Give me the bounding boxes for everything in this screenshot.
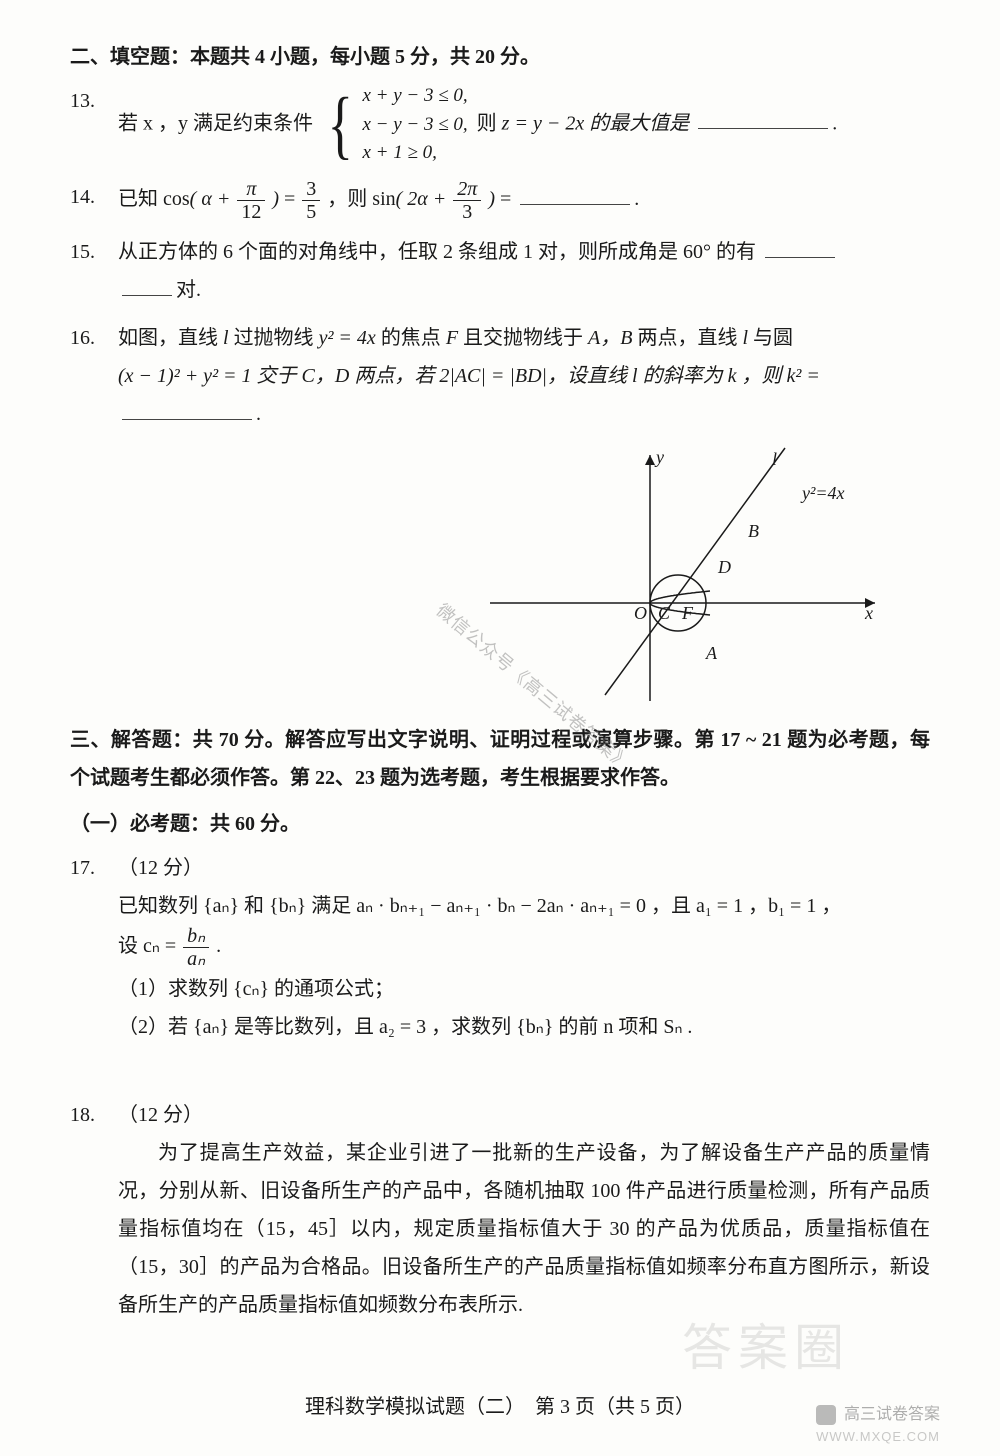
q17-points: （12 分） <box>118 849 930 887</box>
q17-body-a: 已知数列 {aₙ} 和 {bₙ} 满足 aₙ · bₙ₊₁ − aₙ₊₁ · b… <box>118 887 930 925</box>
answer-blank[interactable] <box>698 110 828 129</box>
question-number: 13. <box>70 82 118 168</box>
question-number: 16. <box>70 319 118 433</box>
svg-text:O: O <box>634 603 647 623</box>
q16-line2: (x − 1)² + y² = 1 交于 C，D 两点，若 2|AC| = |B… <box>118 365 820 387</box>
period: . <box>634 188 639 210</box>
section-3-subtitle: （一）必考题：共 60 分。 <box>70 805 930 843</box>
svg-text:y²=4x: y²=4x <box>800 483 845 503</box>
question-number: 14. <box>70 178 118 223</box>
fraction: π12 <box>237 178 265 223</box>
question-13: 13. 若 x ，y 满足约束条件 { x + y − 3 ≤ 0, x − y… <box>70 82 930 168</box>
q14-d: = <box>500 188 516 210</box>
constraint-3: x + 1 ≥ 0, <box>362 139 467 168</box>
question-number: 17. <box>70 849 118 1046</box>
question-18: 18. （12 分） 为了提高生产效益，某企业引进了一批新的生产设备，为了解设备… <box>70 1096 930 1324</box>
question-17: 17. （12 分） 已知数列 {aₙ} 和 {bₙ} 满足 aₙ · bₙ₊₁… <box>70 849 930 1046</box>
svg-text:B: B <box>748 521 759 541</box>
constraint-2: x − y − 3 ≤ 0, <box>362 111 467 140</box>
left-brace-icon: { <box>327 87 353 163</box>
svg-text:C: C <box>658 603 671 623</box>
question-number: 18. <box>70 1096 118 1324</box>
period: . <box>832 112 837 134</box>
q13-post-b: z = y − 2x 的最大值是 <box>502 112 690 134</box>
fraction: 2π3 <box>453 178 481 223</box>
q15-text: 从正方体的 6 个面的对角线中，任取 2 条组成 1 对，则所成角是 60° 的… <box>118 241 756 263</box>
q13-pre: 若 x ，y 满足约束条件 <box>118 112 313 134</box>
watermark-url: WWW.MXQE.COM <box>816 1425 940 1450</box>
fraction: 35 <box>302 178 320 223</box>
question-number: 15. <box>70 233 118 309</box>
q14-b: = <box>284 188 300 210</box>
q13-post-a: 则 <box>477 112 497 134</box>
q17-body-b: 设 cₙ = bₙ aₙ . <box>118 925 930 970</box>
fraction: bₙ aₙ <box>183 925 209 970</box>
answer-blank[interactable] <box>122 401 252 420</box>
exam-page: 二、填空题：本题共 4 小题，每小题 5 分，共 20 分。 13. 若 x ，… <box>0 0 1000 1456</box>
svg-text:l: l <box>772 449 777 469</box>
svg-text:D: D <box>717 557 731 577</box>
question-15: 15. 从正方体的 6 个面的对角线中，任取 2 条组成 1 对，则所成角是 6… <box>70 233 930 309</box>
q14-a: 已知 cos <box>118 188 190 210</box>
question-16: 16. 如图，直线 l 过抛物线 y² = 4x 的焦点 F 且交抛物线于 A，… <box>70 319 930 433</box>
section-3-title: 三、解答题：共 70 分。解答应写出文字说明、证明过程或演算步骤。第 17 ~ … <box>70 721 930 797</box>
q17-part1: （1）求数列 {cₙ} 的通项公式； <box>118 970 930 1008</box>
wechat-icon <box>816 1405 836 1425</box>
question-14: 14. 已知 cos( α + π12 ) = 35 ，则 sin( 2α + … <box>70 178 930 223</box>
svg-text:A: A <box>705 643 718 663</box>
q18-points: （12 分） <box>118 1096 930 1134</box>
q15-tail: 对. <box>176 279 201 301</box>
constraint-1: x + y − 3 ≤ 0, <box>362 82 467 111</box>
section-2-title: 二、填空题：本题共 4 小题，每小题 5 分，共 20 分。 <box>70 38 930 76</box>
q17-part2: （2）若 {aₙ} 是等比数列，且 a₂ = 3 ，求数列 {bₙ} 的前 n … <box>118 1008 930 1046</box>
period: . <box>256 403 261 425</box>
brace-system: { x + y − 3 ≤ 0, x − y − 3 ≤ 0, x + 1 ≥ … <box>322 82 468 168</box>
answer-blank[interactable] <box>765 239 835 258</box>
answer-blank-cont[interactable] <box>122 277 172 296</box>
answer-blank[interactable] <box>520 186 630 205</box>
svg-text:y: y <box>654 447 664 467</box>
q18-body: 为了提高生产效益，某企业引进了一批新的生产设备，为了解设备生产产品的质量情况，分… <box>118 1134 930 1324</box>
svg-text:F: F <box>681 603 694 623</box>
watermark-big: 答案圈 <box>682 1301 850 1396</box>
q14-c: ，则 sin <box>327 188 395 210</box>
svg-text:x: x <box>864 603 873 623</box>
